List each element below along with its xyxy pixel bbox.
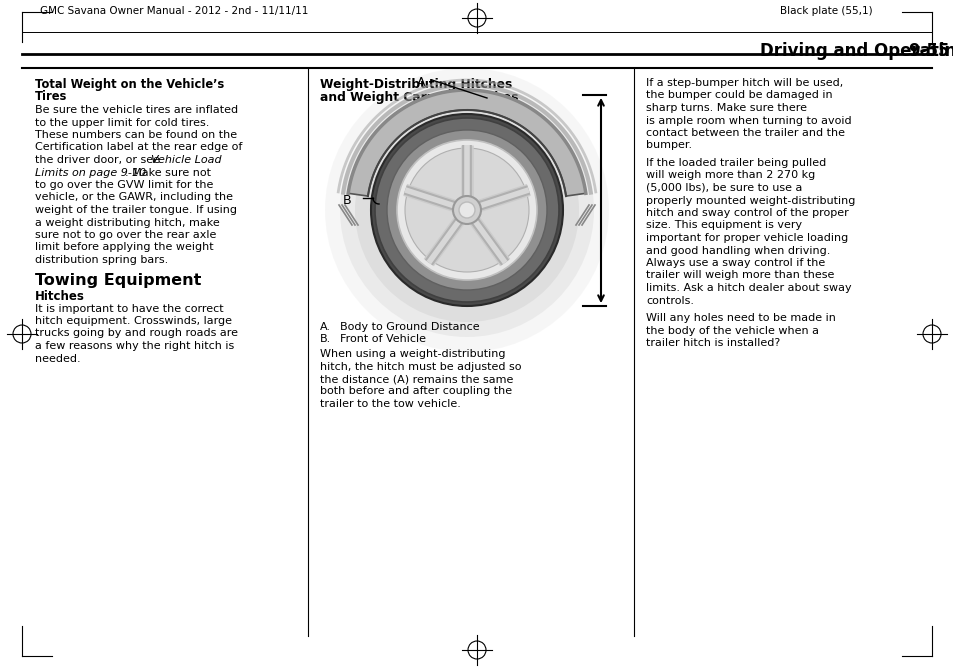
Text: If a step-bumper hitch will be used,: If a step-bumper hitch will be used, (645, 78, 842, 88)
Bar (322, 91, 631, 323)
Text: Vehicle Load: Vehicle Load (151, 155, 221, 165)
Text: . Make sure not: . Make sure not (125, 168, 211, 178)
Text: and good handling when driving.: and good handling when driving. (645, 246, 829, 255)
Text: contact between the trailer and the: contact between the trailer and the (645, 128, 844, 138)
Text: trailer to the tow vehicle.: trailer to the tow vehicle. (319, 399, 460, 409)
Text: Certification label at the rear edge of: Certification label at the rear edge of (35, 142, 242, 152)
Text: the driver door, or see: the driver door, or see (35, 155, 163, 165)
Text: a weight distributing hitch, make: a weight distributing hitch, make (35, 218, 219, 228)
Text: the bumper could be damaged in: the bumper could be damaged in (645, 90, 832, 100)
Circle shape (375, 118, 558, 302)
Text: both before and after coupling the: both before and after coupling the (319, 387, 512, 397)
Text: size. This equipment is very: size. This equipment is very (645, 220, 801, 230)
Circle shape (325, 68, 608, 352)
Text: trucks going by and rough roads are: trucks going by and rough roads are (35, 329, 237, 339)
Text: (5,000 lbs), be sure to use a: (5,000 lbs), be sure to use a (645, 183, 801, 193)
Circle shape (396, 140, 537, 280)
Text: limit before applying the weight: limit before applying the weight (35, 242, 213, 253)
Text: B: B (343, 194, 352, 207)
Circle shape (458, 202, 475, 218)
Text: distribution spring bars.: distribution spring bars. (35, 255, 168, 265)
Text: trailer hitch is installed?: trailer hitch is installed? (645, 338, 780, 348)
Text: to the upper limit for cold tires.: to the upper limit for cold tires. (35, 118, 209, 128)
Text: Front of Vehicle: Front of Vehicle (339, 335, 426, 345)
Text: Towing Equipment: Towing Equipment (35, 273, 201, 289)
Text: Black plate (55,1): Black plate (55,1) (780, 6, 872, 16)
Text: sure not to go over the rear axle: sure not to go over the rear axle (35, 230, 216, 240)
Text: Will any holes need to be made in: Will any holes need to be made in (645, 313, 835, 323)
Text: trailer will weigh more than these: trailer will weigh more than these (645, 271, 834, 281)
Text: Limits on page 9-10: Limits on page 9-10 (35, 168, 146, 178)
Text: bumper.: bumper. (645, 140, 691, 150)
Circle shape (355, 98, 578, 322)
Text: Be sure the vehicle tires are inflated: Be sure the vehicle tires are inflated (35, 105, 238, 115)
Text: the distance (A) remains the same: the distance (A) remains the same (319, 374, 513, 384)
Text: It is important to have the correct: It is important to have the correct (35, 303, 223, 313)
Text: vehicle, or the GAWR, including the: vehicle, or the GAWR, including the (35, 192, 233, 202)
Text: Body to Ground Distance: Body to Ground Distance (339, 322, 479, 332)
Text: 9-55: 9-55 (907, 42, 948, 60)
Text: Tires: Tires (35, 90, 68, 104)
Text: important for proper vehicle loading: important for proper vehicle loading (645, 233, 847, 243)
Text: needed.: needed. (35, 353, 81, 363)
Circle shape (405, 148, 529, 272)
Text: When using a weight-distributing: When using a weight-distributing (319, 349, 505, 359)
Polygon shape (348, 90, 585, 196)
Text: to go over the GVW limit for the: to go over the GVW limit for the (35, 180, 213, 190)
Circle shape (453, 196, 480, 224)
Text: Weight-Distributing Hitches: Weight-Distributing Hitches (319, 78, 512, 91)
Text: Hitches: Hitches (35, 290, 85, 303)
Text: A: A (416, 76, 425, 89)
Text: the body of the vehicle when a: the body of the vehicle when a (645, 325, 818, 335)
Text: Always use a sway control if the: Always use a sway control if the (645, 258, 824, 268)
Circle shape (387, 130, 546, 290)
Text: a few reasons why the right hitch is: a few reasons why the right hitch is (35, 341, 234, 351)
Text: and Weight Carrying Hitches: and Weight Carrying Hitches (319, 90, 518, 104)
Text: A.: A. (319, 322, 331, 332)
Text: Total Weight on the Vehicle’s: Total Weight on the Vehicle’s (35, 78, 224, 91)
Text: GMC Savana Owner Manual - 2012 - 2nd - 11/11/11: GMC Savana Owner Manual - 2012 - 2nd - 1… (40, 6, 308, 16)
Text: will weigh more than 2 270 kg: will weigh more than 2 270 kg (645, 170, 815, 180)
Circle shape (371, 114, 562, 306)
Text: properly mounted weight-distributing: properly mounted weight-distributing (645, 196, 855, 206)
Text: B.: B. (319, 335, 331, 345)
Text: weight of the trailer tongue. If using: weight of the trailer tongue. If using (35, 205, 236, 215)
Text: hitch and sway control of the proper: hitch and sway control of the proper (645, 208, 848, 218)
Text: sharp turns. Make sure there: sharp turns. Make sure there (645, 103, 806, 113)
Text: Driving and Operating: Driving and Operating (760, 42, 953, 60)
Circle shape (339, 83, 594, 337)
Text: is ample room when turning to avoid: is ample room when turning to avoid (645, 116, 851, 126)
Text: These numbers can be found on the: These numbers can be found on the (35, 130, 237, 140)
Text: controls.: controls. (645, 295, 693, 305)
Text: limits. Ask a hitch dealer about sway: limits. Ask a hitch dealer about sway (645, 283, 851, 293)
Text: hitch, the hitch must be adjusted so: hitch, the hitch must be adjusted so (319, 361, 521, 371)
Text: If the loaded trailer being pulled: If the loaded trailer being pulled (645, 158, 825, 168)
Text: hitch equipment. Crosswinds, large: hitch equipment. Crosswinds, large (35, 316, 232, 326)
